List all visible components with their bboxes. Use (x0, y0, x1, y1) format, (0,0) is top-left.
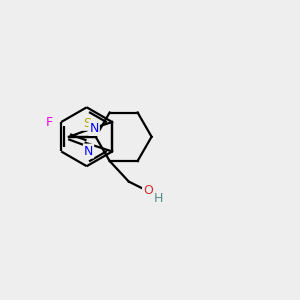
Text: N: N (89, 122, 99, 135)
Text: F: F (45, 116, 52, 128)
Text: N: N (84, 145, 93, 158)
Text: H: H (154, 192, 164, 205)
Text: S: S (83, 117, 91, 130)
Text: O: O (143, 184, 153, 197)
